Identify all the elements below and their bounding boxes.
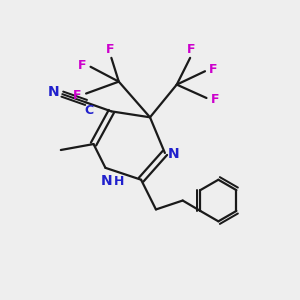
Text: F: F bbox=[209, 63, 218, 76]
Text: C: C bbox=[85, 104, 94, 117]
Text: F: F bbox=[106, 43, 114, 56]
Text: F: F bbox=[78, 59, 86, 72]
Text: F: F bbox=[73, 88, 81, 101]
Text: N: N bbox=[167, 148, 179, 161]
Text: N: N bbox=[48, 85, 60, 99]
Text: N: N bbox=[101, 174, 113, 188]
Text: H: H bbox=[114, 175, 124, 188]
Text: F: F bbox=[211, 93, 220, 106]
Text: F: F bbox=[188, 43, 196, 56]
